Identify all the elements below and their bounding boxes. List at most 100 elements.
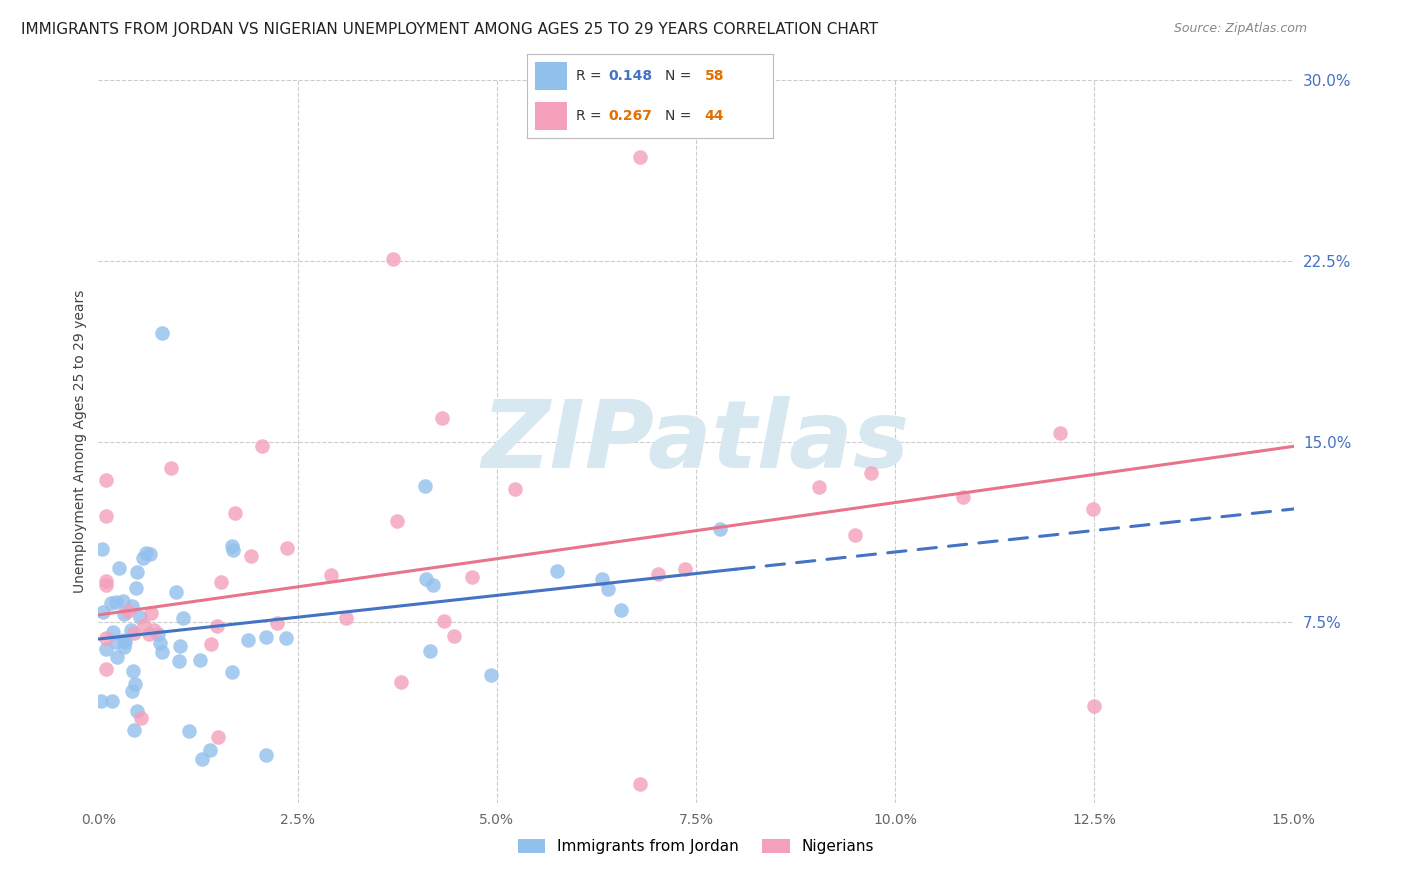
Point [124, 677, 146, 691]
Point [100, 596, 122, 610]
Point [91, 541, 114, 556]
Point [150, 326, 173, 340]
Point [96, 574, 118, 588]
Point [382, 252, 405, 266]
Point [240, 549, 263, 564]
Point [91, 605, 114, 619]
Point [122, 626, 145, 640]
Point [96, 473, 118, 487]
Text: 58: 58 [704, 69, 724, 83]
Point [389, 675, 412, 690]
Point [125, 565, 148, 579]
Point [134, 618, 156, 632]
Point [252, 439, 274, 453]
Text: N =: N = [665, 109, 696, 123]
Point [159, 461, 181, 475]
Point [105, 595, 128, 609]
Point [96, 578, 118, 592]
Point [222, 542, 245, 557]
Text: 0.267: 0.267 [609, 109, 652, 123]
Point [188, 653, 211, 667]
Point [101, 624, 124, 639]
Point [266, 615, 288, 630]
Point [1049, 426, 1071, 441]
Point [165, 585, 187, 599]
Point [191, 752, 214, 766]
Point [121, 599, 143, 614]
Point [114, 634, 136, 648]
Point [172, 611, 194, 625]
Point [254, 747, 277, 762]
Point [143, 623, 166, 637]
Point [673, 562, 696, 576]
Point [808, 480, 831, 494]
Point [198, 743, 221, 757]
Point [128, 610, 150, 624]
Point [1083, 502, 1105, 516]
Point [209, 574, 232, 589]
Point [125, 581, 148, 595]
Point [628, 150, 651, 164]
Point [610, 603, 633, 617]
Point [96, 662, 118, 676]
Legend: Immigrants from Jordan, Nigerians: Immigrants from Jordan, Nigerians [512, 832, 880, 860]
Point [433, 614, 456, 628]
Point [546, 564, 568, 578]
Bar [534, 62, 567, 90]
Point [138, 548, 160, 562]
Text: Source: ZipAtlas.com: Source: ZipAtlas.com [1174, 22, 1308, 36]
Point [274, 631, 297, 645]
Point [132, 551, 155, 566]
Text: R =: R = [576, 69, 606, 83]
Point [844, 528, 866, 542]
Point [205, 619, 228, 633]
Point [146, 626, 169, 640]
Point [167, 654, 190, 668]
Point [105, 650, 128, 665]
Point [859, 467, 882, 481]
Point [108, 561, 131, 575]
Text: 0.148: 0.148 [609, 69, 652, 83]
Y-axis label: Unemployment Among Ages 25 to 29 years: Unemployment Among Ages 25 to 29 years [73, 290, 87, 593]
Point [430, 411, 453, 425]
Point [319, 567, 342, 582]
Point [200, 637, 222, 651]
Point [127, 704, 149, 718]
Point [254, 630, 277, 644]
Point [101, 694, 124, 708]
Text: IMMIGRANTS FROM JORDAN VS NIGERIAN UNEMPLOYMENT AMONG AGES 25 TO 29 YEARS CORREL: IMMIGRANTS FROM JORDAN VS NIGERIAN UNEMP… [21, 22, 879, 37]
Text: ZIPatlas: ZIPatlas [482, 395, 910, 488]
Point [179, 723, 201, 738]
Point [135, 546, 157, 560]
Point [461, 570, 484, 584]
Point [709, 522, 731, 536]
Point [479, 668, 502, 682]
Point [112, 633, 135, 648]
Point [385, 515, 408, 529]
Point [111, 593, 134, 607]
Point [90, 694, 112, 708]
Text: N =: N = [665, 69, 696, 83]
Text: 44: 44 [704, 109, 724, 123]
Point [117, 604, 139, 618]
Point [96, 642, 118, 657]
Point [415, 573, 437, 587]
Point [129, 711, 152, 725]
Point [413, 478, 436, 492]
Point [112, 607, 135, 622]
Point [276, 541, 298, 555]
Text: R =: R = [576, 109, 606, 123]
Point [628, 776, 651, 790]
Point [112, 640, 135, 654]
Point [591, 572, 613, 586]
Point [138, 627, 160, 641]
Point [96, 631, 118, 645]
Point [221, 665, 243, 680]
Point [149, 636, 172, 650]
Point [1083, 699, 1105, 714]
Point [422, 577, 444, 591]
Point [104, 635, 127, 649]
Point [207, 730, 229, 744]
Point [121, 684, 143, 698]
Point [952, 490, 974, 504]
